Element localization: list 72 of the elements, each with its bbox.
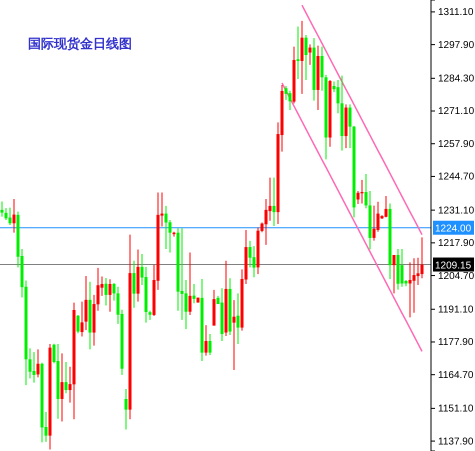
candlestick [104, 278, 108, 306]
candlestick [236, 292, 240, 344]
candlestick [192, 283, 196, 304]
candlestick [112, 282, 116, 302]
candlestick [272, 177, 276, 226]
candlestick [284, 85, 288, 100]
candlestick [420, 236, 424, 279]
y-tick-label: 1284.30 [438, 74, 475, 85]
candlestick [268, 177, 272, 222]
candlestick [348, 104, 352, 149]
y-tick-label: 1217.90 [438, 238, 475, 250]
candlestick [408, 262, 412, 318]
y-tick-label: 1177.90 [438, 337, 474, 348]
line-series [301, 4, 423, 236]
candlestick [204, 324, 208, 356]
y-tick-label: 1151.10 [438, 404, 474, 415]
candlestick [304, 34, 308, 81]
line-series [281, 82, 423, 352]
candlestick [124, 388, 128, 430]
candlestick [308, 44, 312, 66]
candlestick [64, 362, 68, 394]
candlestick [188, 252, 192, 316]
candlestick [168, 220, 172, 254]
candlestick [400, 248, 404, 288]
candlestick [12, 198, 16, 234]
candlestick [184, 280, 188, 330]
candlestick [248, 240, 252, 268]
y-tick-label: 1297.90 [438, 40, 475, 51]
candlestick [80, 301, 84, 338]
candlestick [208, 334, 212, 356]
candlestick [28, 348, 32, 379]
candlestick [84, 276, 88, 331]
text: 国际现货金日线图 [28, 36, 132, 51]
candlestick [232, 300, 236, 370]
candlestick [76, 314, 80, 334]
candlestick [320, 46, 324, 92]
candlestick [180, 228, 184, 320]
candlestick [164, 205, 168, 250]
candlestick [392, 254, 396, 294]
candlestick [60, 352, 64, 422]
ref-line-label: 1224.00 [435, 224, 472, 235]
ref-line-label: 1209.15 [435, 260, 472, 272]
candlestick [288, 90, 292, 111]
y-tick-label: 1271.10 [438, 106, 475, 118]
candlestick [8, 207, 12, 226]
candlestick [32, 352, 36, 384]
y-tick-label: 1231.10 [438, 205, 475, 216]
candlestick [364, 173, 368, 209]
candlestick [384, 196, 388, 218]
candlestick [264, 198, 268, 246]
candlestick [0, 200, 4, 218]
candlestick [412, 258, 416, 314]
candlestick [4, 208, 8, 221]
y-tick-label: 1191.10 [438, 304, 474, 316]
candlestick [416, 257, 420, 286]
y-tick-label: 1137.90 [438, 436, 474, 448]
candlestick [360, 179, 364, 204]
candlestick [252, 246, 256, 278]
y-tick-label: 1164.70 [438, 370, 474, 381]
candlestick [356, 190, 360, 204]
candlestick [36, 348, 40, 378]
candlestick [296, 26, 300, 80]
candlestick [300, 20, 304, 94]
candlestick [148, 310, 152, 320]
candlestick [372, 205, 376, 242]
y-tick-label: 1204.70 [438, 270, 475, 282]
candlestick [336, 80, 340, 114]
y-tick-label: 1257.90 [438, 138, 475, 150]
candlestick [108, 278, 112, 312]
candlestick [132, 260, 136, 308]
y-tick-label: 1311.10 [438, 7, 474, 18]
y-tick-label: 1244.70 [438, 172, 475, 183]
